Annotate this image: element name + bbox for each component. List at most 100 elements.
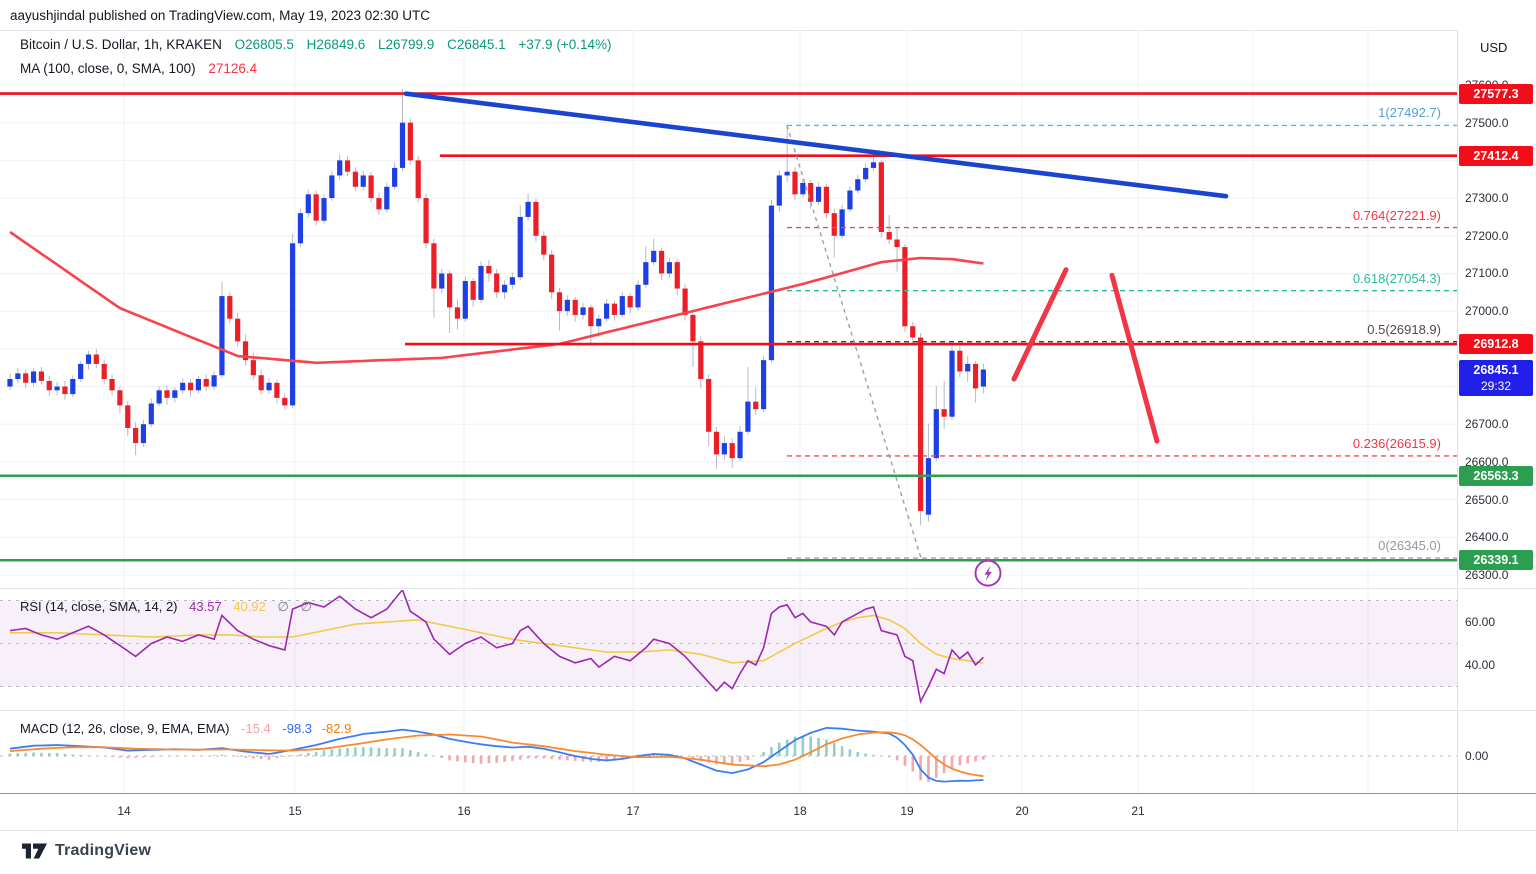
candle-down	[282, 397, 288, 406]
candle-up	[768, 205, 775, 361]
macd-legend[interactable]: MACD (12, 26, close, 9, EMA, EMA) -15.4 …	[20, 721, 351, 736]
candle-up	[462, 280, 468, 319]
candle-up	[596, 318, 602, 327]
candle-up	[580, 307, 586, 315]
candle-down	[486, 265, 492, 274]
candle-down	[250, 360, 256, 376]
candle-down	[690, 314, 696, 342]
candle-up	[965, 363, 971, 372]
candle-up	[517, 216, 523, 278]
candle-up	[839, 209, 845, 236]
ohlc-close: C26845.1	[447, 37, 506, 52]
lightning-marker[interactable]	[974, 559, 1002, 587]
candle-down	[423, 198, 429, 244]
time-label: 18	[793, 804, 807, 818]
candle-up	[305, 194, 311, 214]
time-label: 21	[1131, 804, 1145, 818]
candle-up	[604, 303, 610, 319]
candle-down	[447, 273, 453, 308]
ma-legend[interactable]: MA (100, close, 0, SMA, 100) 27126.4	[20, 61, 257, 76]
red-trend-stroke[interactable]	[1011, 267, 1069, 382]
symbol-title: Bitcoin / U.S. Dollar, 1h, KRAKEN	[20, 37, 222, 52]
candle-down	[227, 296, 233, 319]
candle-down	[627, 296, 633, 308]
candle-down	[729, 443, 735, 459]
candle-down	[313, 194, 319, 221]
price-tick-label: 26600.0	[1465, 454, 1509, 469]
rsi-value: 43.57	[189, 599, 222, 614]
tradingview-watermark[interactable]: TradingView	[22, 842, 151, 860]
candle-down	[368, 175, 374, 199]
candle-down	[407, 122, 413, 161]
candle-down	[117, 390, 123, 406]
candle-up	[140, 424, 147, 444]
candle-up	[180, 382, 186, 391]
rsi-legend[interactable]: RSI (14, close, SMA, 14, 2) 43.57 40.92 …	[20, 599, 312, 615]
candle-up	[815, 186, 822, 202]
rsi-ma-line	[10, 614, 984, 664]
candle-down	[886, 231, 892, 240]
candle-up	[360, 175, 366, 187]
macd-panel-divider[interactable]	[0, 710, 1536, 711]
price-badge-blue: 26845.1 29:32	[1459, 359, 1533, 396]
rsi-tick-label: 40.00	[1465, 658, 1496, 672]
candle-up	[30, 371, 37, 383]
candle-down	[588, 307, 594, 327]
price-tick-label: 26300.0	[1465, 567, 1509, 582]
candle-up	[7, 378, 13, 387]
fib-label: 0.764(27221.9)	[1352, 207, 1441, 223]
fib-label: 0(26345.0)	[1378, 538, 1441, 554]
candle-down	[698, 341, 704, 379]
candle-down	[344, 160, 351, 172]
fib-baseline[interactable]	[786, 125, 922, 559]
candle-down	[109, 378, 115, 391]
candle-down	[972, 363, 979, 389]
candle-down	[611, 303, 618, 315]
time-label: 16	[457, 804, 471, 818]
candle-up	[784, 171, 790, 176]
candle-down	[658, 250, 665, 274]
rsi-panel-divider[interactable]	[0, 588, 1536, 589]
fib-label: 1(27492.7)	[1378, 105, 1441, 121]
ma-value: 27126.4	[208, 61, 258, 76]
time-axis-border	[0, 793, 1536, 794]
candle-up	[745, 401, 751, 432]
candle-down	[894, 239, 900, 248]
candle-down	[235, 318, 241, 342]
candle-down	[572, 299, 578, 315]
time-label: 15	[288, 804, 302, 818]
level-lines-layer	[0, 92, 1457, 562]
candle-down	[454, 307, 461, 319]
blue-trendline[interactable]	[403, 91, 1229, 199]
candle-up	[619, 296, 625, 315]
candle-up	[564, 299, 570, 312]
candle-down	[918, 337, 924, 511]
time-label: 14	[117, 804, 131, 818]
candle-down	[415, 160, 421, 199]
ohlc-open: O26805.5	[234, 37, 294, 52]
symbol-legend[interactable]: Bitcoin / U.S. Dollar, 1h, KRAKEN O26805…	[20, 37, 611, 52]
price-tick-label: 27300.0	[1465, 191, 1509, 206]
price-tick-label: 27100.0	[1465, 266, 1509, 281]
candle-down	[376, 198, 382, 210]
macd-value: -98.3	[282, 721, 313, 736]
candle-down	[38, 371, 44, 381]
candle-down	[352, 171, 358, 187]
candle-up	[85, 354, 92, 364]
candle-down	[242, 341, 249, 361]
topbar-divider	[0, 30, 1536, 31]
tradingview-logo-icon	[22, 843, 47, 859]
candles-layer	[7, 88, 986, 526]
price-tick-label: 27200.0	[1465, 228, 1509, 243]
candle-down	[541, 235, 547, 255]
rsi-ma-value: 40.92	[233, 599, 266, 614]
price-badge-red: 26912.8	[1459, 334, 1533, 355]
red-trend-stroke[interactable]	[1109, 272, 1160, 444]
rsi-band-layer	[0, 600, 1457, 687]
candle-up	[219, 296, 225, 376]
candle-down	[494, 273, 500, 293]
candle-up	[737, 431, 743, 459]
price-badge-red: 27412.4	[1459, 145, 1533, 166]
price-tick-label: 27000.0	[1465, 304, 1509, 319]
